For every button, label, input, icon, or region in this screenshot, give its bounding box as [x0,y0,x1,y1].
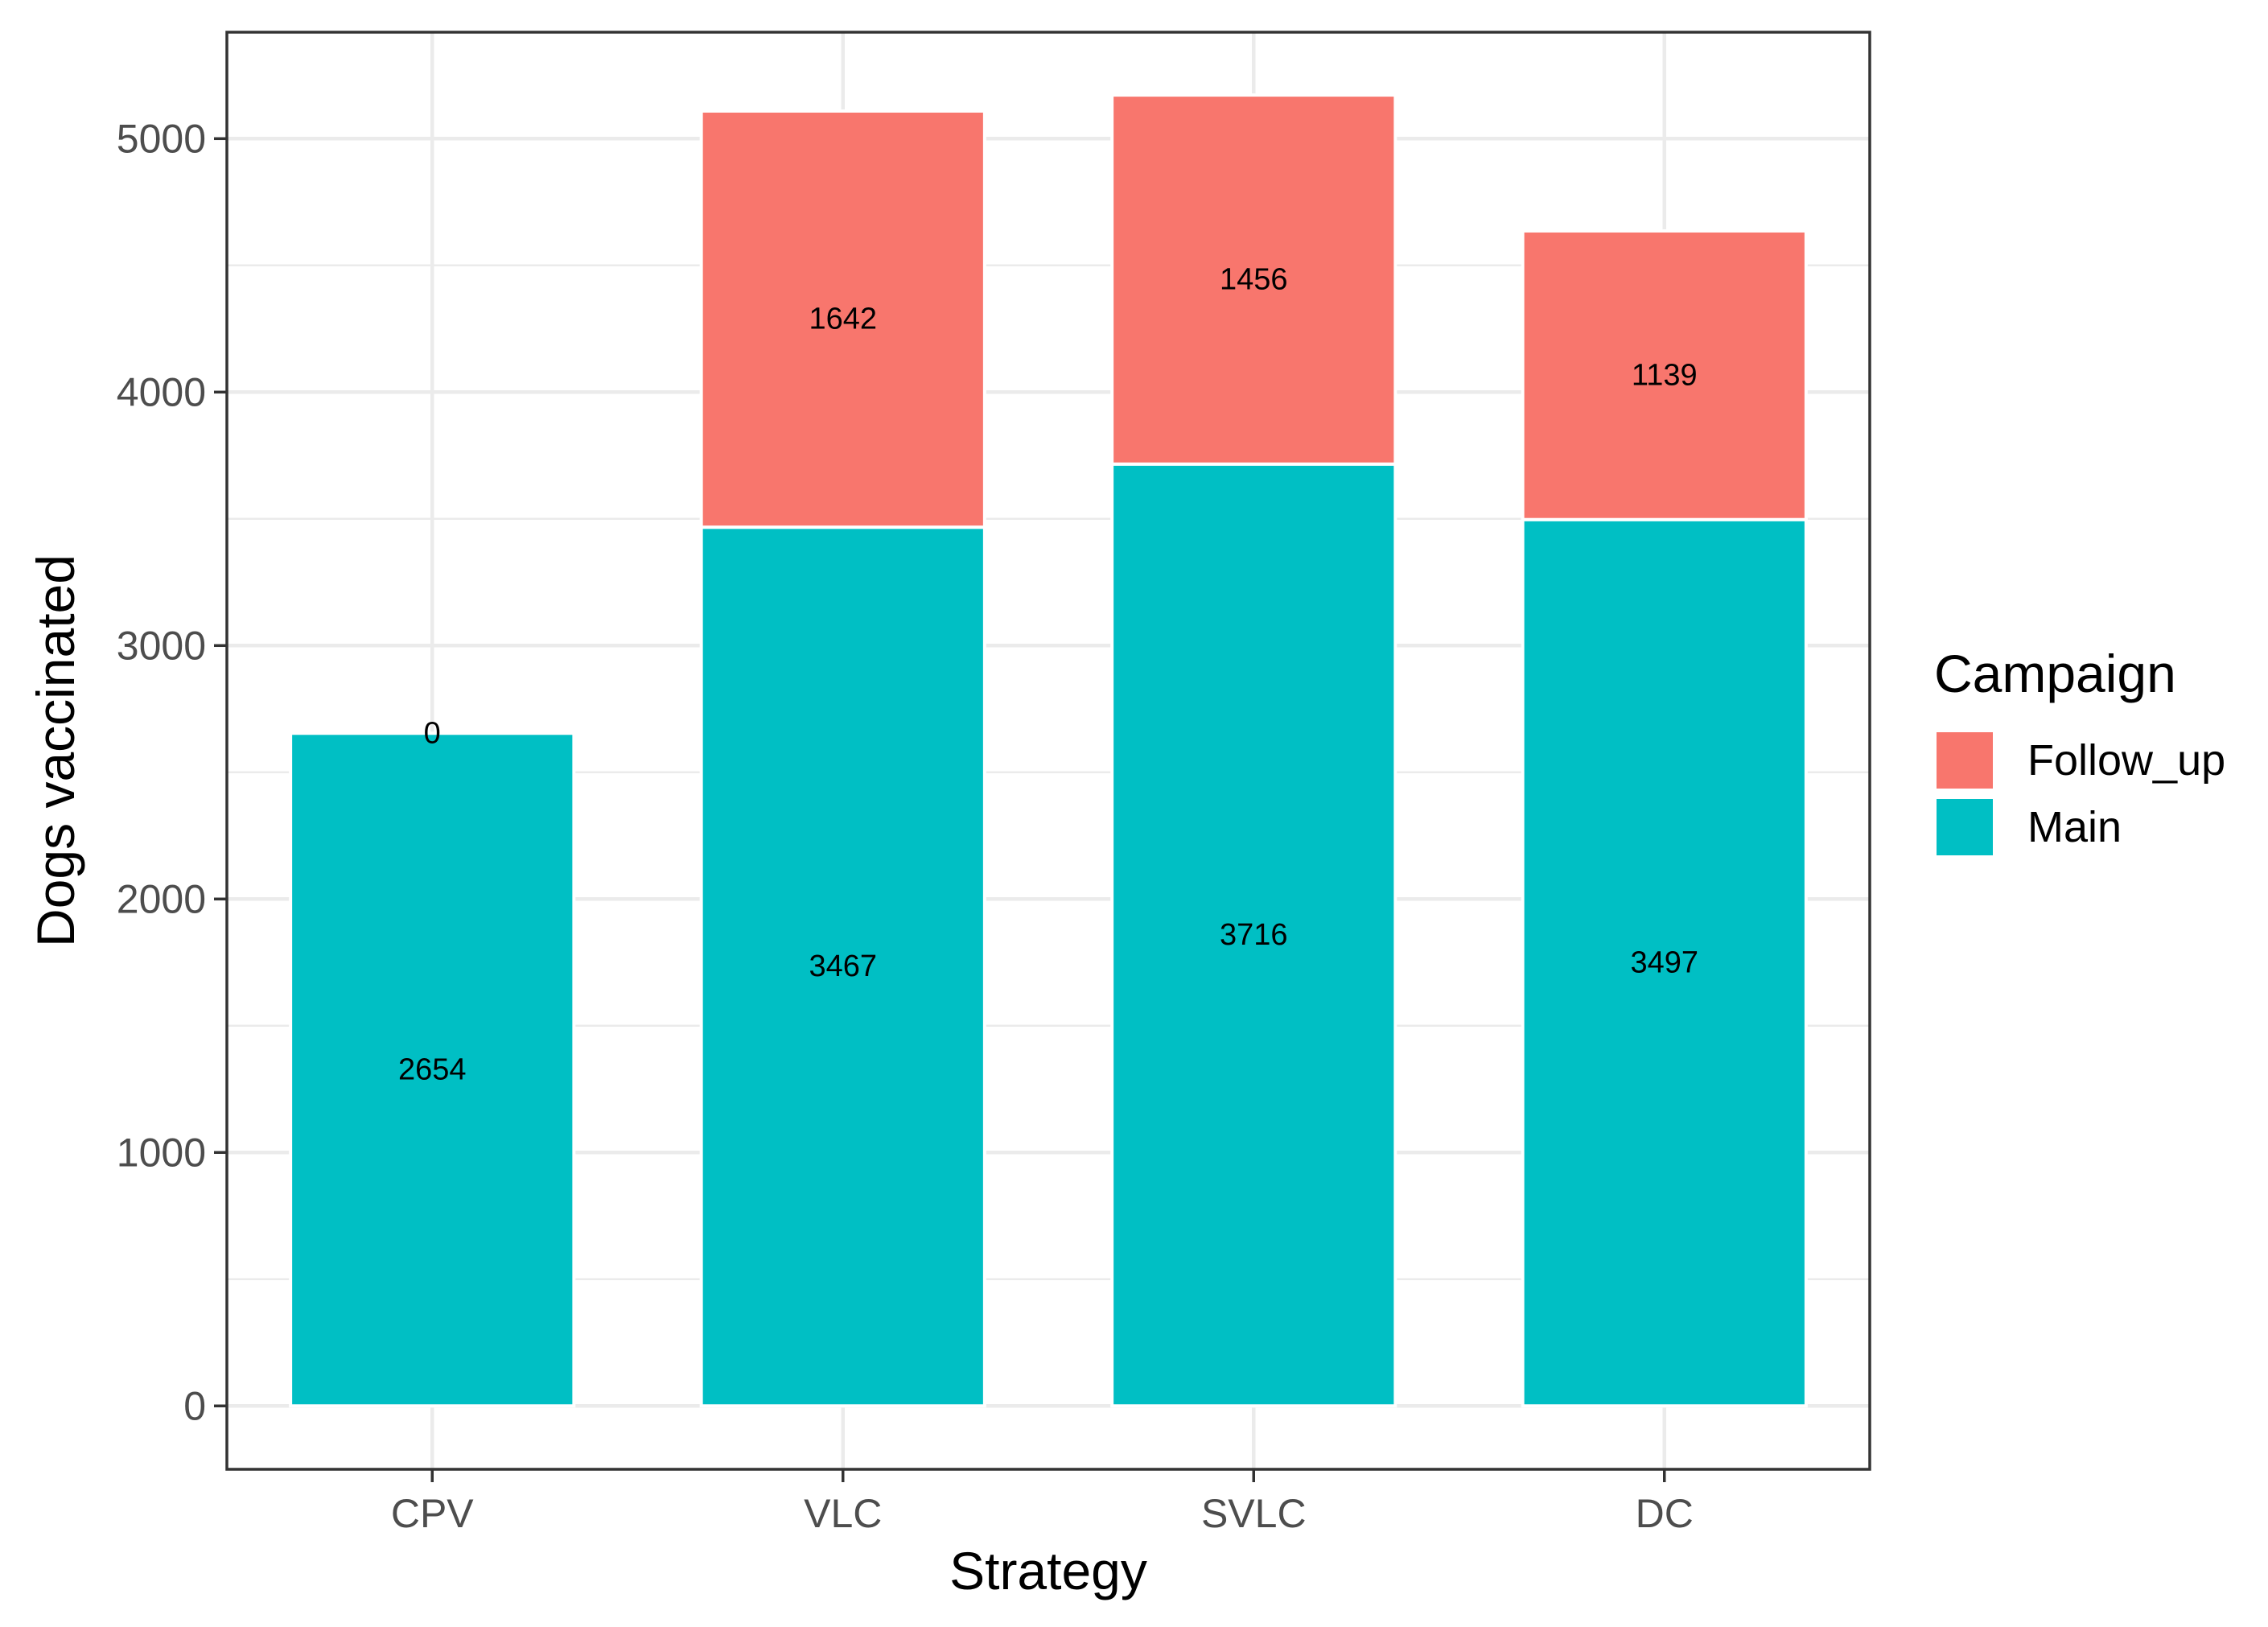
y-tick-label: 3000 [117,623,206,668]
bar-label-follow-up-cpv: 0 [424,716,441,750]
legend-key-follow-up [1937,732,1993,789]
legend-label-follow-up: Follow_up [2027,736,2225,785]
legend-title: Campaign [1934,644,2176,703]
legend-items: Follow_up Main [1937,732,2225,855]
x-tick-label-svlc: SVLC [1201,1491,1307,1536]
y-tick-labels: 0 1000 2000 3000 4000 5000 [117,116,206,1428]
bar-follow-up-dc [1521,229,1808,521]
y-tick-label: 0 [183,1383,206,1428]
x-tick-labels: CPV VLC SVLC DC [391,1491,1694,1536]
y-tick-label: 2000 [117,876,206,921]
y-tick-label: 4000 [117,369,206,414]
bar-follow-up-vlc [699,109,986,529]
bars [289,93,1808,1408]
legend: Campaign Follow_up Main [1934,644,2225,855]
bar-label-main-vlc: 3467 [809,949,877,983]
bar-label-follow-up-dc: 1139 [1632,358,1698,392]
bar-follow-up-svlc [1110,93,1397,466]
y-tick-label: 5000 [117,116,206,161]
bar-label-follow-up-svlc: 1456 [1220,262,1288,296]
bar-main-dc [1521,517,1808,1408]
bar-label-main-cpv: 2654 [398,1052,467,1086]
x-tick-label-dc: DC [1636,1491,1694,1536]
panel-border [225,31,1871,1471]
bar-label-main-svlc: 3716 [1220,918,1288,952]
bar-label-follow-up-vlc: 1642 [809,303,877,336]
y-axis-title: Dogs vaccinated [26,554,85,947]
y-tick-label: 1000 [117,1130,206,1175]
axis-ticks [214,137,1666,1482]
x-tick-label-cpv: CPV [391,1491,474,1536]
x-tick-label-vlc: VLC [804,1491,882,1536]
x-axis-title: Strategy [949,1541,1147,1600]
bar-main-cpv [289,731,576,1408]
bar-label-main-dc: 3497 [1630,945,1698,979]
legend-key-main [1937,799,1993,855]
bar-main-svlc [1110,462,1397,1408]
bar-labels: 2654 0 3467 1642 3716 1456 3497 1139 [398,262,1698,1086]
legend-label-main: Main [2027,803,2122,851]
